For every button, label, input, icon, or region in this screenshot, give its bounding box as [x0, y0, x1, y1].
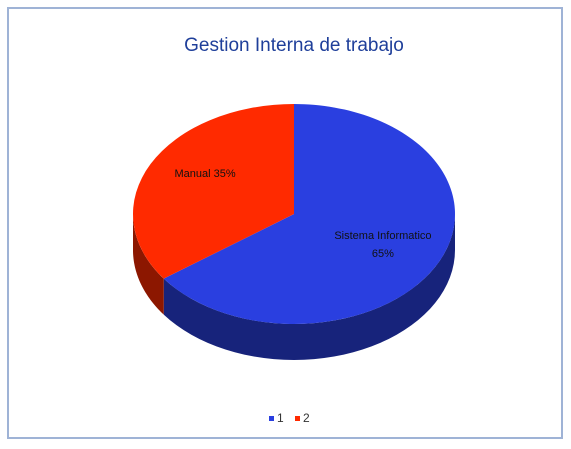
chart-title: Gestion Interna de trabajo [184, 35, 404, 56]
pie-slice-side [133, 214, 164, 315]
pie-slice [163, 104, 455, 325]
data-label: Manual 35% [174, 168, 236, 181]
data-label: Sistema Informatico 65% [334, 229, 432, 260]
legend-swatch [295, 416, 300, 421]
pie-slice [133, 104, 294, 279]
pie-slice-side [163, 214, 455, 360]
legend-label: 2 [303, 411, 310, 425]
legend-label: 1 [277, 411, 284, 425]
legend-swatch [269, 416, 274, 421]
